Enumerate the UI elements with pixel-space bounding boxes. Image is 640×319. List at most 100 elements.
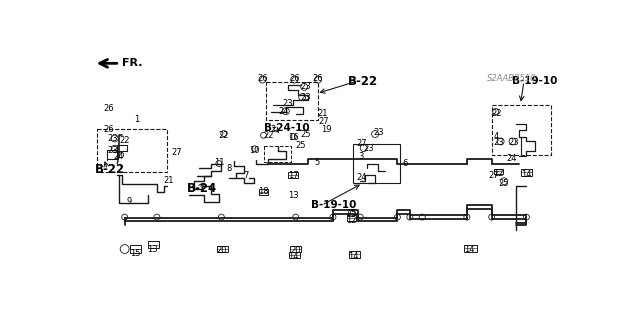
Text: B-24-10: B-24-10: [264, 123, 309, 133]
Circle shape: [524, 214, 529, 220]
Circle shape: [330, 214, 336, 220]
Text: 19: 19: [321, 125, 332, 134]
Bar: [217, 246, 228, 252]
Text: 9: 9: [127, 197, 132, 206]
Text: B-24: B-24: [187, 182, 217, 195]
Text: 26: 26: [313, 74, 323, 83]
Text: 23: 23: [282, 99, 292, 108]
Circle shape: [120, 245, 129, 254]
Text: 20: 20: [291, 246, 301, 255]
Text: 26: 26: [289, 74, 300, 83]
Circle shape: [218, 214, 225, 220]
Text: 23: 23: [107, 145, 118, 154]
Bar: [353, 144, 400, 183]
Circle shape: [315, 76, 321, 83]
Text: 26: 26: [104, 125, 114, 134]
Circle shape: [372, 130, 379, 137]
Text: S2AAB2510: S2AAB2510: [486, 74, 536, 83]
Text: 27: 27: [319, 117, 330, 126]
Text: 22: 22: [219, 131, 229, 140]
Circle shape: [493, 108, 499, 115]
Text: 12: 12: [346, 216, 357, 225]
Text: 24: 24: [356, 173, 367, 182]
Bar: [349, 251, 360, 258]
Text: B-19-10: B-19-10: [511, 76, 557, 86]
Bar: [97, 129, 167, 172]
Text: 21: 21: [163, 176, 173, 185]
Text: 24: 24: [506, 154, 516, 163]
Text: 10: 10: [250, 145, 260, 154]
Circle shape: [509, 138, 516, 145]
Bar: [492, 105, 551, 155]
Text: 23: 23: [494, 138, 504, 147]
Text: B-22: B-22: [95, 163, 125, 176]
Text: 20: 20: [216, 246, 227, 255]
Bar: [464, 245, 477, 252]
Text: 23: 23: [509, 138, 519, 147]
Text: 17: 17: [288, 171, 299, 180]
Bar: [493, 169, 502, 174]
Text: 27: 27: [172, 148, 182, 157]
Circle shape: [299, 94, 306, 101]
Text: 24: 24: [113, 152, 124, 161]
Text: 26: 26: [257, 74, 268, 83]
Circle shape: [111, 145, 118, 152]
Text: B-19-10: B-19-10: [310, 200, 356, 210]
Circle shape: [154, 214, 160, 220]
Circle shape: [407, 214, 413, 220]
Text: 13: 13: [147, 245, 157, 254]
Circle shape: [111, 135, 118, 142]
Text: B-22: B-22: [348, 75, 378, 88]
Circle shape: [348, 210, 355, 217]
Text: 18: 18: [258, 187, 269, 196]
Text: 6: 6: [402, 159, 408, 168]
Text: 13: 13: [288, 191, 299, 200]
Bar: [291, 246, 301, 252]
Circle shape: [221, 130, 227, 137]
Circle shape: [260, 132, 266, 138]
Text: 22: 22: [120, 136, 130, 145]
Circle shape: [259, 76, 266, 83]
Text: 16: 16: [288, 133, 299, 142]
Text: FR.: FR.: [122, 58, 143, 68]
Circle shape: [216, 160, 222, 167]
Circle shape: [357, 214, 364, 220]
Text: 5: 5: [314, 158, 320, 167]
Text: 23: 23: [300, 82, 311, 91]
Text: 12: 12: [493, 169, 504, 178]
Text: 25: 25: [346, 209, 356, 219]
Text: 22: 22: [492, 109, 502, 118]
Circle shape: [489, 214, 495, 220]
Text: 25: 25: [499, 179, 509, 188]
Text: 26: 26: [104, 104, 114, 113]
Text: 27: 27: [489, 171, 499, 180]
Text: 21: 21: [318, 109, 328, 118]
Text: 25: 25: [296, 141, 306, 150]
Text: 11: 11: [214, 158, 224, 167]
Circle shape: [118, 152, 124, 158]
Circle shape: [292, 214, 299, 220]
Circle shape: [500, 178, 508, 185]
Text: 15: 15: [131, 249, 141, 258]
Circle shape: [394, 214, 401, 220]
Circle shape: [464, 214, 470, 220]
Text: 14: 14: [521, 170, 532, 179]
Bar: [522, 169, 532, 175]
Text: 27: 27: [356, 139, 367, 148]
Bar: [289, 172, 298, 178]
Text: 1: 1: [134, 115, 140, 124]
Text: 24: 24: [278, 108, 289, 116]
Text: 14: 14: [349, 252, 359, 261]
Text: 14: 14: [464, 245, 475, 254]
Circle shape: [360, 145, 367, 152]
Bar: [266, 82, 318, 120]
Bar: [259, 189, 269, 195]
Circle shape: [301, 84, 308, 90]
Text: 23: 23: [364, 144, 374, 153]
Bar: [348, 215, 356, 221]
Circle shape: [122, 214, 127, 220]
Text: 7: 7: [243, 171, 249, 180]
Circle shape: [291, 76, 298, 83]
Text: 2: 2: [271, 125, 276, 134]
Text: 14: 14: [288, 252, 298, 261]
